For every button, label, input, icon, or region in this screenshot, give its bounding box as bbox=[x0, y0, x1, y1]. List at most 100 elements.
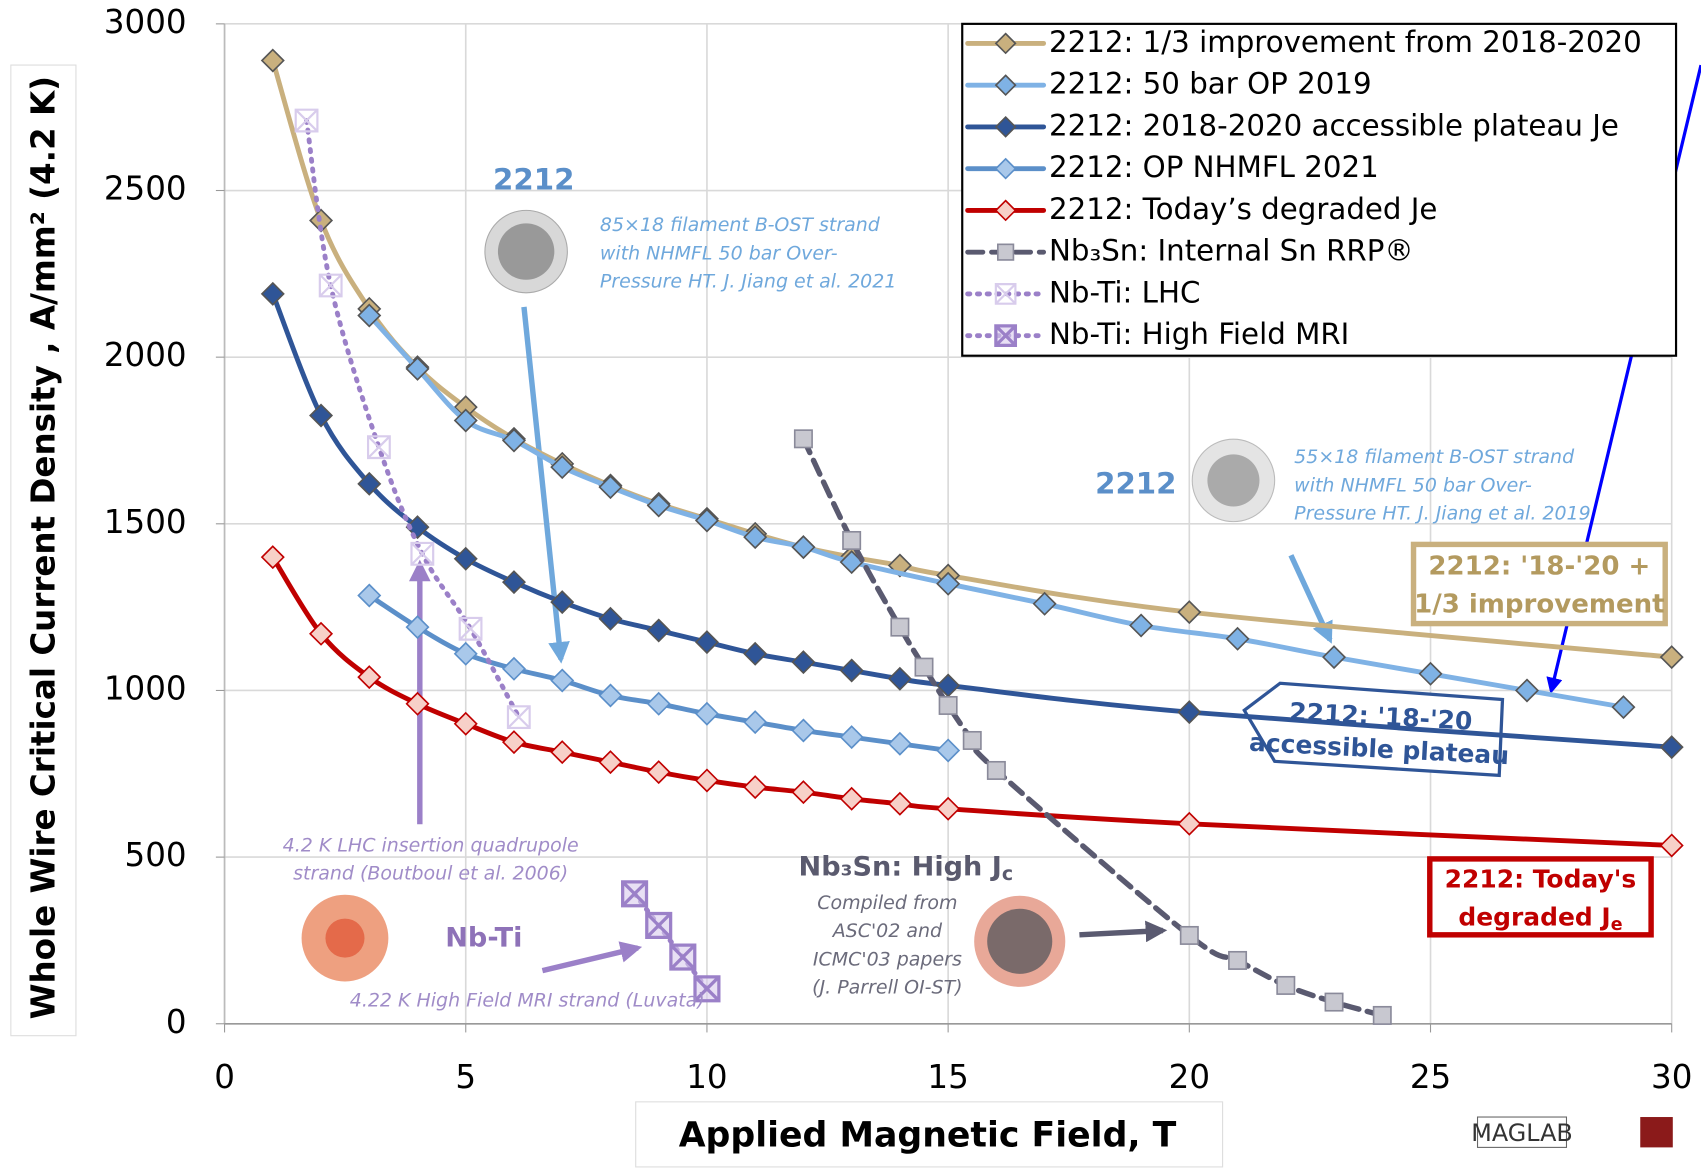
annotation-text: with NHMFL 50 bar Over- bbox=[600, 242, 838, 264]
data-point bbox=[1129, 613, 1154, 638]
annotation-text: Pressure HT. J. Jiang et al. 2021 bbox=[600, 270, 896, 292]
axes: 0 500 1000 1500 2000 2500 3000 0 5 10 15 20 25 30 bbox=[104, 3, 1693, 1096]
strand-image bbox=[987, 908, 1053, 974]
strand-image bbox=[325, 918, 365, 958]
data-point bbox=[887, 731, 912, 756]
data-point bbox=[890, 617, 910, 637]
annotation-text: 2212: '18-'20 + bbox=[1428, 552, 1650, 582]
legend-marker bbox=[994, 324, 1018, 348]
legend: 2212: 1/3 improvement from 2018-2020 2212… bbox=[961, 22, 1678, 357]
data-point bbox=[357, 665, 382, 690]
data-point bbox=[694, 768, 719, 793]
annotation-text: Nb₃Sn: High Jc bbox=[799, 851, 1014, 885]
series-line bbox=[632, 891, 710, 992]
annotation-text: 2212 bbox=[1095, 466, 1176, 500]
x-tick-label: 30 bbox=[1651, 1058, 1692, 1096]
annotation-text: 85×18 filament B-OST strand bbox=[600, 214, 881, 236]
data-point bbox=[598, 475, 623, 500]
data-point bbox=[839, 786, 864, 811]
data-point bbox=[914, 657, 934, 677]
data-point bbox=[357, 583, 382, 608]
data-point bbox=[1514, 678, 1539, 703]
data-point bbox=[1032, 591, 1057, 616]
data-point bbox=[453, 546, 478, 571]
annotation-text: (J. Parrell OI-ST) bbox=[812, 976, 962, 998]
legend-marker bbox=[997, 243, 1015, 261]
data-point bbox=[410, 541, 435, 566]
legend-label: 2212: Today’s degraded Je bbox=[1049, 192, 1437, 226]
data-point bbox=[260, 545, 285, 570]
data-point bbox=[598, 750, 623, 775]
strand-image bbox=[497, 223, 555, 280]
data-point bbox=[1372, 1005, 1392, 1025]
data-point bbox=[294, 108, 319, 133]
data-point bbox=[936, 796, 961, 821]
annotation: MAGLAB bbox=[1471, 1119, 1573, 1147]
logo-box bbox=[1640, 1117, 1673, 1148]
data-point bbox=[646, 493, 671, 518]
legend-marker bbox=[994, 157, 1017, 180]
x-tick-label: 15 bbox=[927, 1058, 968, 1096]
data-point bbox=[506, 705, 531, 730]
annotation-text: 55×18 filament B-OST strand bbox=[1294, 446, 1575, 468]
data-point bbox=[646, 691, 671, 716]
annotation: 2212 bbox=[1095, 466, 1176, 500]
annotation: Nb-Ti bbox=[445, 923, 522, 954]
data-point bbox=[887, 666, 912, 691]
y-axis-title: Whole Wire Critical Current Density , A/… bbox=[25, 76, 63, 1019]
data-point bbox=[1177, 600, 1202, 625]
data-point bbox=[1177, 811, 1202, 836]
data-point bbox=[453, 641, 478, 666]
data-point bbox=[357, 303, 382, 328]
data-point bbox=[405, 615, 430, 640]
y-tick-label: 1000 bbox=[104, 669, 187, 707]
annotation-text: 2212: Today's bbox=[1445, 865, 1637, 894]
legend-label: 2212: OP NHMFL 2021 bbox=[1049, 150, 1379, 184]
data-point bbox=[453, 711, 478, 736]
callout-box bbox=[1427, 856, 1654, 938]
data-point bbox=[458, 616, 483, 641]
y-tick-label: 500 bbox=[125, 836, 187, 874]
annotation: 4.2 K LHC insertion quadrupole strand (Bo… bbox=[283, 834, 579, 884]
data-point bbox=[357, 471, 382, 496]
annotation-text: strand (Boutboul et al. 2006) bbox=[293, 863, 568, 885]
data-point bbox=[405, 691, 430, 716]
data-point bbox=[842, 530, 862, 550]
data-point bbox=[1324, 992, 1344, 1012]
data-point bbox=[309, 621, 334, 646]
data-point bbox=[501, 570, 526, 595]
annotation-text: ASC'02 and bbox=[831, 920, 943, 942]
x-tick-label: 5 bbox=[455, 1058, 476, 1096]
legend-marker bbox=[994, 199, 1017, 222]
x-label-box bbox=[635, 1101, 1224, 1168]
annotation-text: Pressure HT. J. Jiang et al. 2019 bbox=[1294, 503, 1590, 525]
data-point bbox=[1276, 975, 1296, 995]
data-point bbox=[550, 455, 575, 480]
annotation-text: 2212 bbox=[493, 163, 574, 197]
data-point bbox=[938, 695, 958, 715]
data-point bbox=[743, 525, 768, 550]
callout-box bbox=[1410, 541, 1668, 627]
y-tick-label: 3000 bbox=[104, 3, 187, 41]
data-point bbox=[694, 701, 719, 726]
data-point bbox=[260, 281, 285, 306]
data-point bbox=[743, 641, 768, 666]
legend-marker bbox=[994, 74, 1017, 97]
data-point bbox=[694, 630, 719, 655]
annotation-text: 1/3 improvement bbox=[1414, 590, 1664, 620]
y-tick-label: 1500 bbox=[104, 503, 187, 541]
data-point bbox=[986, 760, 1006, 780]
data-point bbox=[839, 725, 864, 750]
data-point bbox=[669, 943, 697, 971]
data-point bbox=[453, 408, 478, 433]
legend-label: 2212: 1/3 improvement from 2018-2020 bbox=[1049, 25, 1642, 59]
data-point bbox=[1659, 645, 1684, 670]
data-point bbox=[694, 508, 719, 533]
data-point bbox=[260, 48, 285, 73]
x-tick-label: 20 bbox=[1169, 1058, 1210, 1096]
data-point bbox=[501, 428, 526, 453]
data-point bbox=[405, 356, 430, 381]
annotation: Compiled from ASC'02 and ICMC'03 papers (J.… bbox=[812, 892, 962, 999]
annotation: 2212 bbox=[493, 163, 574, 197]
